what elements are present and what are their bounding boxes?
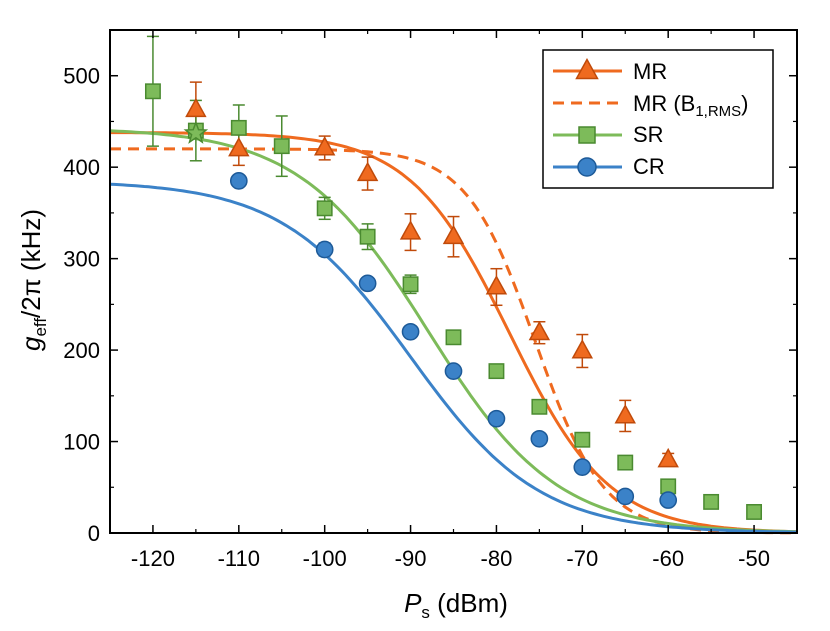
square-marker-2-3 (273, 138, 290, 155)
y-tick-label: 100 (63, 430, 100, 455)
triangle-marker-0-0 (185, 97, 207, 118)
x-tick-label: -110 (218, 546, 260, 571)
y-tick-label: 300 (63, 247, 100, 272)
circle-marker-3-9 (659, 491, 678, 509)
triangle-marker-0-10 (657, 447, 679, 468)
square-marker-2-8 (488, 363, 505, 380)
x-axis-label-main: P (404, 588, 422, 618)
square-marker-2-9 (531, 398, 548, 415)
triangle-marker-0-9 (614, 404, 636, 424)
square-marker-2-4 (316, 200, 333, 217)
circle-marker-3-3 (401, 322, 420, 341)
fit-curve-3 (109, 182, 797, 534)
x-axis-label-sub: s (421, 603, 430, 622)
triangle-marker-0-5 (442, 224, 465, 245)
circle-marker-3-7 (573, 458, 592, 477)
x-tick-label: -100 (303, 546, 347, 571)
legend-label-cr: CR (633, 154, 665, 179)
x-tick-label: -120 (131, 546, 175, 571)
x-tick-label: -50 (738, 546, 770, 571)
triangle-marker-0-7 (528, 320, 551, 341)
circle-marker-3-4 (444, 362, 463, 380)
y-axis-label-rest: /2π (kHz) (16, 209, 46, 318)
x-axis-label-unit: (dBm) (430, 588, 508, 618)
triangle-marker-0-1 (228, 136, 250, 157)
x-axis-label: Ps (dBm) (404, 588, 508, 622)
square-marker-2-7 (445, 329, 462, 346)
legend-label-mr-rms-sub: 1,RMS (695, 103, 741, 120)
x-tick-label: -80 (481, 546, 513, 571)
triangle-marker-0-8 (571, 339, 594, 359)
star-marker (183, 120, 209, 144)
square-marker-2-11 (617, 454, 634, 471)
triangle-marker-0-6 (485, 275, 508, 295)
x-tick-label: -60 (652, 546, 684, 571)
axis-ticks (109, 30, 798, 534)
y-tick-label: 200 (63, 338, 100, 363)
x-tick-label: -70 (566, 546, 598, 571)
y-tick-label: 0 (88, 521, 100, 546)
circle-marker-3-5 (487, 409, 506, 428)
circle-marker-3-6 (530, 429, 549, 448)
legend-label-mr-rms-main: MR (B (633, 91, 695, 116)
circle-marker-3-0 (229, 172, 248, 190)
triangle-marker-0-4 (399, 220, 422, 240)
legend-label-mr-rms: MR (B1,RMS) (633, 91, 749, 120)
tick-labels: -120 -110 -100 -90 -80 -70 -60 -50 0 100 200 300 400… (63, 64, 770, 571)
y-axis-label-main: g (16, 336, 46, 351)
circle-marker-3-8 (616, 487, 635, 506)
triangle-marker-0-2 (313, 136, 336, 156)
legend-marker-0 (575, 57, 599, 80)
legend-marker-3 (577, 157, 597, 177)
legend-label-sr: SR (633, 122, 664, 147)
square-marker-2-5 (359, 228, 376, 245)
legend-marker-2 (578, 126, 596, 144)
data-markers (144, 83, 763, 520)
circle-marker-3-2 (358, 274, 377, 293)
triangle-marker-0-3 (356, 161, 379, 182)
square-marker-2-2 (230, 119, 247, 136)
x-tick-label: -90 (395, 546, 427, 571)
legend: MR MR (B1,RMS) SR CR (542, 49, 774, 189)
legend-label-mr: MR (633, 59, 667, 84)
square-marker-2-6 (402, 276, 419, 293)
legend-symbols (553, 57, 622, 177)
circle-marker-3-1 (315, 240, 334, 259)
y-tick-label: 400 (63, 155, 100, 180)
y-axis-label: geff/2π (kHz) (16, 209, 50, 351)
square-marker-2-10 (574, 431, 591, 448)
y-axis-label-sub: eff (31, 318, 50, 337)
legend-label-mr-rms-close: ) (741, 91, 748, 116)
y-tick-label: 500 (63, 64, 100, 89)
square-marker-2-13 (703, 493, 720, 510)
square-marker-2-14 (746, 504, 763, 520)
square-marker-2-0 (144, 83, 161, 100)
